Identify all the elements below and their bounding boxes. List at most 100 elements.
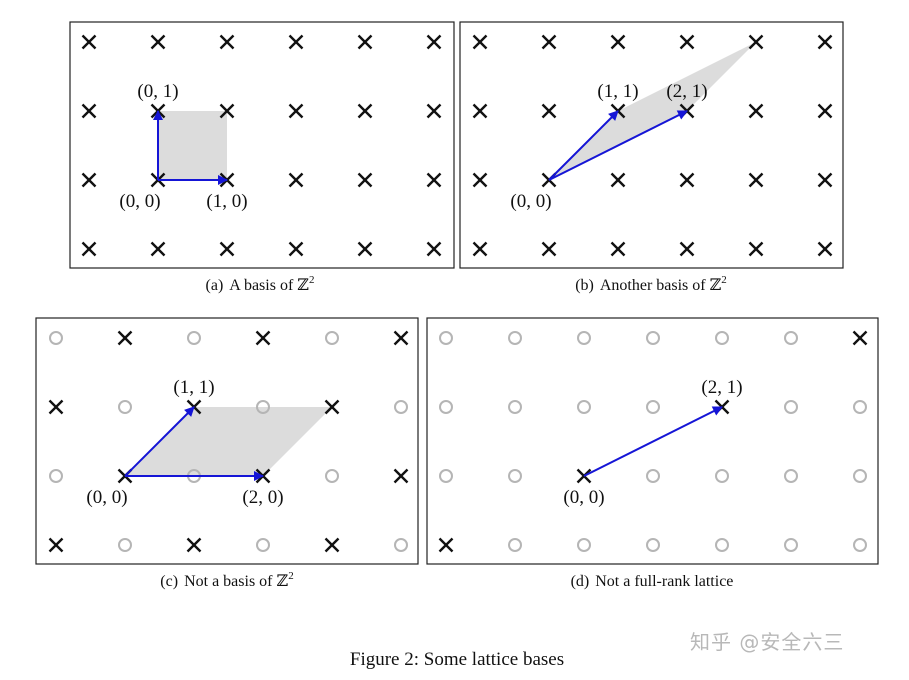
non-lattice-point-circle	[853, 400, 867, 414]
panel-frame	[426, 317, 879, 565]
non-lattice-point-circle	[508, 331, 522, 345]
lattice-point-cross	[288, 34, 304, 50]
lattice-point-cross	[472, 172, 488, 188]
point-label: (0, 0)	[86, 487, 127, 508]
lattice-point-cross	[610, 34, 626, 50]
lattice-point-cross	[219, 34, 235, 50]
lattice-point-cross	[219, 241, 235, 257]
lattice-point-cross	[610, 241, 626, 257]
panel-caption-superscript: 2	[721, 274, 727, 286]
lattice-point-cross	[426, 34, 442, 50]
lattice-point-cross	[679, 241, 695, 257]
lattice-point-cross	[817, 241, 833, 257]
lattice-point-cross	[426, 103, 442, 119]
non-lattice-point-circle	[715, 538, 729, 552]
lattice-point-cross	[817, 34, 833, 50]
non-lattice-point-circle	[439, 331, 453, 345]
point-label: (0, 1)	[137, 81, 178, 102]
lattice-point-cross	[393, 468, 409, 484]
non-lattice-point-circle	[187, 331, 201, 345]
point-label: (0, 0)	[563, 487, 604, 508]
non-lattice-point-circle	[646, 538, 660, 552]
panel-caption: (c) Not a basis of ℤ2	[160, 570, 293, 590]
lattice-point-cross	[324, 537, 340, 553]
lattice-point-cross	[48, 399, 64, 415]
panel-caption-math: ℤ	[297, 275, 309, 294]
lattice-point-cross	[426, 172, 442, 188]
panel-frame	[459, 21, 844, 269]
lattice-point-cross	[288, 103, 304, 119]
panel-caption-text: Another basis of	[600, 277, 710, 294]
fundamental-domain	[125, 407, 332, 476]
lattice-point-cross	[426, 241, 442, 257]
panel-caption: (d) Not a full-rank lattice	[571, 573, 734, 590]
non-lattice-point-circle	[256, 538, 270, 552]
non-lattice-point-circle	[646, 469, 660, 483]
non-lattice-point-circle	[853, 469, 867, 483]
basis-vector-arrow	[548, 110, 688, 181]
lattice-point-cross	[748, 103, 764, 119]
non-lattice-point-circle	[577, 331, 591, 345]
fundamental-domain	[549, 42, 756, 180]
lattice-point-cross	[679, 172, 695, 188]
lattice-point-cross	[541, 34, 557, 50]
panel-caption-prefix: (b)	[575, 277, 594, 294]
point-label: (1, 1)	[597, 81, 638, 102]
non-lattice-point-circle	[508, 538, 522, 552]
lattice-point-cross	[324, 399, 340, 415]
non-lattice-point-circle	[508, 469, 522, 483]
point-label: (0, 0)	[119, 191, 160, 212]
lattice-point-cross	[541, 103, 557, 119]
non-lattice-point-circle	[49, 331, 63, 345]
lattice-point-cross	[81, 34, 97, 50]
non-lattice-point-circle	[439, 400, 453, 414]
lattice-point-cross	[288, 241, 304, 257]
panel-frame	[69, 21, 455, 269]
panel-caption-prefix: (d)	[571, 573, 590, 590]
lattice-point-cross	[48, 537, 64, 553]
panel-caption-superscript: 2	[288, 570, 294, 582]
lattice-point-cross	[357, 103, 373, 119]
point-label: (2, 1)	[701, 377, 742, 398]
lattice-point-cross	[150, 241, 166, 257]
non-lattice-point-circle	[784, 538, 798, 552]
lattice-point-cross	[81, 172, 97, 188]
panel-caption-prefix: (a)	[206, 277, 224, 294]
lattice-point-cross	[357, 172, 373, 188]
lattice-point-cross	[610, 172, 626, 188]
panel-caption-text: A basis of	[229, 277, 297, 294]
panel-a: (0, 0) (1, 0) (0, 1) (a) A basis of ℤ2	[69, 21, 455, 294]
lattice-point-cross	[288, 172, 304, 188]
figure-caption: Figure 2: Some lattice bases	[350, 649, 564, 670]
lattice-point-cross	[117, 330, 133, 346]
lattice-point-cross	[81, 103, 97, 119]
panel-b: (0, 0) (1, 1) (2, 1) (b) Another basis of ℤ2	[459, 21, 844, 294]
basis-vector-arrow	[124, 406, 195, 477]
panel-caption-prefix: (c)	[160, 573, 178, 590]
lattice-point-cross	[817, 103, 833, 119]
point-label: (1, 0)	[206, 191, 247, 212]
non-lattice-point-circle	[577, 400, 591, 414]
non-lattice-point-circle	[784, 469, 798, 483]
fundamental-domain	[158, 111, 227, 180]
lattice-point-cross	[472, 34, 488, 50]
non-lattice-point-circle	[784, 400, 798, 414]
lattice-point-cross	[81, 241, 97, 257]
lattice-point-cross	[748, 241, 764, 257]
basis-vector-arrow	[548, 110, 619, 181]
lattice-point-cross	[472, 241, 488, 257]
non-lattice-point-circle	[325, 331, 339, 345]
lattice-point-cross	[748, 172, 764, 188]
point-label: (2, 1)	[666, 81, 707, 102]
non-lattice-point-circle	[394, 538, 408, 552]
panel-caption-text: Not a full-rank lattice	[595, 573, 733, 590]
non-lattice-point-circle	[784, 331, 798, 345]
non-lattice-point-circle	[715, 469, 729, 483]
panel-caption-text: Not a basis of	[184, 573, 276, 590]
lattice-point-cross	[357, 34, 373, 50]
panel-caption: (a) A basis of ℤ2	[206, 274, 315, 294]
lattice-point-cross	[817, 172, 833, 188]
watermark: 知乎 @安全六三	[690, 630, 845, 654]
lattice-point-cross	[438, 537, 454, 553]
lattice-point-cross	[357, 241, 373, 257]
